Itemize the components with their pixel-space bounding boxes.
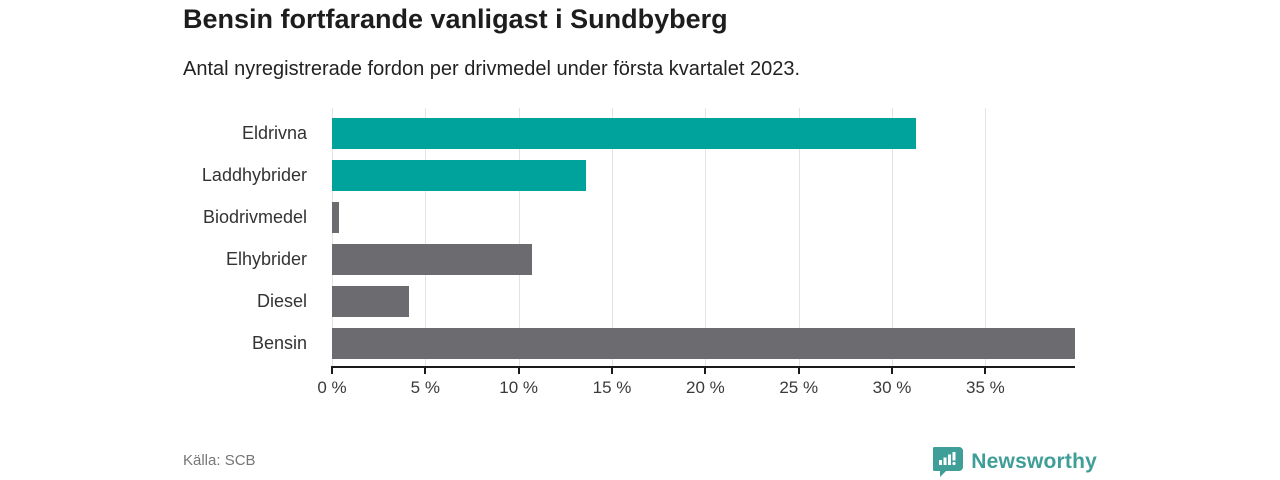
brand-name: Newsworthy	[971, 450, 1097, 473]
bar-bensin	[332, 328, 1075, 359]
bar-laddhybrider	[332, 160, 586, 191]
category-label: Elhybrider	[225, 249, 307, 269]
newsworthy-icon	[931, 446, 964, 478]
gridline	[612, 108, 614, 366]
page-subtitle: Antal nyregistrerade fordon per drivmede…	[183, 58, 801, 80]
axis-tick	[424, 366, 427, 374]
gridline	[332, 108, 333, 366]
x-tick-label: 25 %	[779, 378, 819, 397]
category-labels: Eldrivna Laddhybrider Biodrivmedel Elhybrid…	[0, 108, 320, 366]
x-axis-line	[332, 366, 1075, 368]
x-tick-label: 35 %	[966, 378, 1005, 397]
x-tick-label: 15 %	[592, 378, 632, 397]
category-label: Eldrivna	[241, 123, 307, 143]
gridline	[985, 108, 987, 366]
x-tick-label: 0 %	[317, 378, 347, 397]
axis-tick	[611, 366, 614, 374]
axis-tick	[797, 366, 800, 374]
x-tick-label: 5 %	[410, 378, 440, 397]
bar-biodrivmedel	[332, 202, 340, 233]
category-label: Biodrivmedel	[202, 207, 307, 227]
source-note: Källa: SCB	[183, 452, 256, 469]
gridline	[798, 108, 800, 366]
x-tick-label: 20 %	[685, 378, 725, 397]
bar-chart: Eldrivna Laddhybrider Biodrivmedel Elhybrid…	[0, 108, 1075, 397]
gridline	[892, 108, 894, 366]
axis-tick	[984, 366, 987, 374]
axis-tick	[517, 366, 520, 374]
bar-eldrivna	[332, 118, 917, 149]
category-label: Diesel	[256, 291, 307, 311]
category-label: Bensin	[251, 333, 307, 353]
axis-tick	[704, 366, 707, 374]
axis-tick	[331, 366, 333, 374]
x-tick-label: 30 %	[872, 378, 912, 397]
plot-area: 0 % 5 % 10 % 15 % 20 % 25 % 30 % 35 %	[317, 108, 1075, 397]
brand-logo: Newsworthy	[931, 446, 1097, 478]
category-label: Laddhybrider	[201, 165, 307, 185]
gridline	[705, 108, 707, 366]
bar-diesel	[332, 286, 409, 317]
bar-elhybrider	[332, 244, 532, 275]
x-tick-label: 10 %	[499, 378, 539, 397]
gridline	[518, 108, 520, 366]
page-title: Bensin fortfarande vanligast i Sundbyber…	[183, 4, 728, 34]
gridline	[425, 108, 427, 366]
axis-tick	[891, 366, 894, 374]
